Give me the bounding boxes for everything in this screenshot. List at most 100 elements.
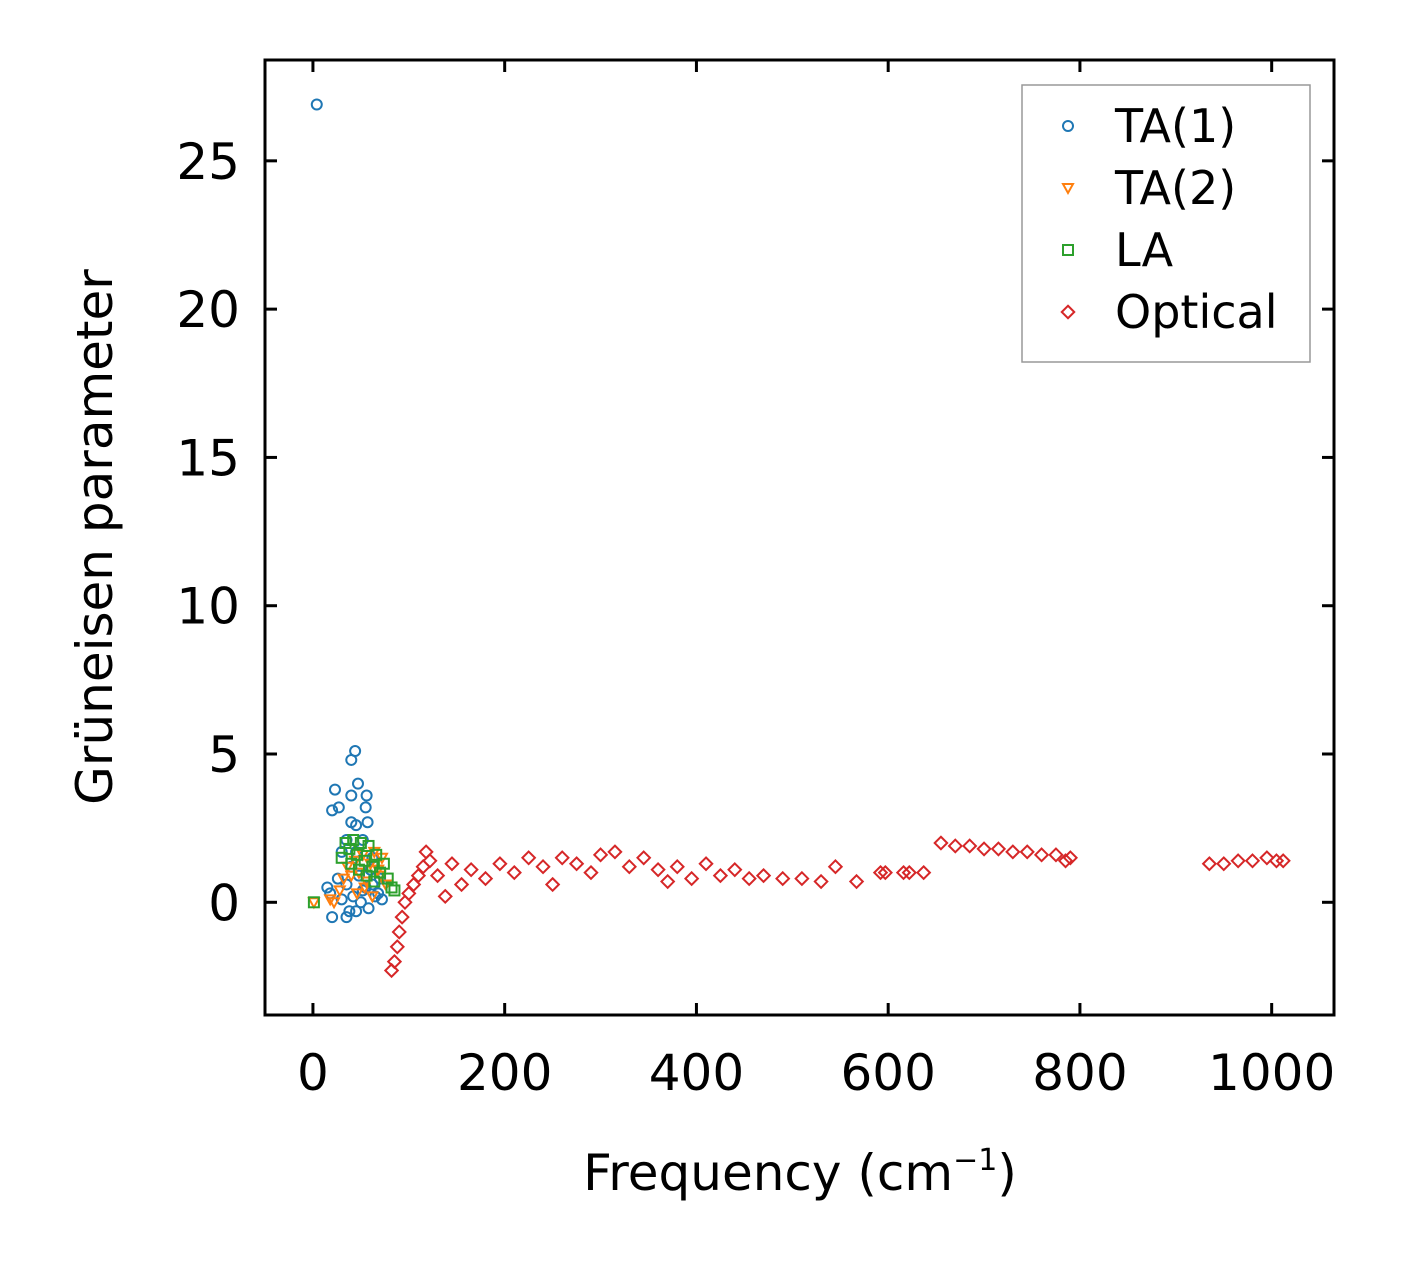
x-tick-label: 600: [840, 1044, 935, 1102]
data-point: [621, 859, 637, 875]
data-point: [391, 924, 407, 940]
y-tick-label: 5: [208, 726, 240, 784]
data-point: [310, 98, 323, 111]
legend-label: TA(1): [1114, 99, 1236, 153]
data-point: [813, 873, 829, 890]
data-point: [1244, 853, 1261, 869]
data-point: [520, 850, 537, 866]
data-point: [1048, 847, 1064, 863]
data-point: [359, 801, 372, 814]
data-point: [444, 856, 460, 872]
data-point: [336, 873, 351, 886]
data-point: [775, 870, 791, 887]
x-tick-label: 0: [297, 1044, 329, 1102]
legend: TA(1) TA(2) LA Optical: [1021, 84, 1311, 363]
data-point: [365, 891, 380, 904]
data-point: [368, 875, 381, 888]
series-la: [307, 834, 401, 909]
y-tick-label: 15: [176, 429, 240, 487]
data-point: [1268, 853, 1285, 869]
data-point: [901, 864, 917, 881]
data-point: [354, 896, 367, 909]
data-point: [350, 905, 363, 918]
data-point: [755, 867, 772, 884]
data-point: [872, 864, 889, 881]
data-point: [350, 819, 363, 832]
data-point: [554, 850, 570, 866]
data-point: [848, 873, 865, 890]
data-point: [1005, 844, 1021, 860]
data-point: [345, 789, 358, 802]
data-point: [463, 862, 479, 878]
x-tick-label: 1000: [1208, 1044, 1335, 1102]
data-point: [962, 838, 978, 854]
data-point: [583, 864, 599, 881]
data-point: [636, 850, 652, 866]
data-point: [1033, 847, 1050, 863]
data-point: [544, 876, 561, 893]
data-point: [895, 864, 912, 881]
data-point: [343, 905, 356, 918]
data-point: [437, 888, 453, 905]
data-point: [335, 893, 348, 906]
data-point: [492, 856, 508, 872]
data-point: [345, 753, 358, 766]
data-point: [347, 834, 360, 847]
data-point: [1201, 856, 1218, 872]
data-point: [356, 884, 369, 897]
data-point: [344, 870, 358, 883]
data-point: [348, 855, 362, 868]
data-point: [323, 894, 337, 907]
data-point: [794, 870, 810, 887]
data-point: [947, 838, 963, 854]
data-point: [422, 853, 438, 869]
data-point: [669, 859, 685, 875]
legend-entries: TA(1) TA(2) LA Optical: [1060, 99, 1277, 339]
data-point: [660, 873, 676, 890]
y-tick-label: 10: [176, 578, 240, 636]
data-layer: [307, 98, 1291, 979]
data-point: [362, 902, 375, 915]
data-point: [326, 804, 339, 817]
data-point: [375, 893, 388, 906]
data-point: [394, 909, 410, 925]
data-point: [389, 939, 405, 955]
x-tick-label: 200: [457, 1044, 552, 1102]
data-point: [568, 856, 585, 872]
data-point: [383, 962, 400, 979]
data-point: [370, 848, 383, 861]
data-point: [362, 839, 375, 852]
tick-layer: 0 200 400 600 800 1000 0 5 10 15 20 25: [176, 60, 1335, 1102]
x-axis-label: Frequency (cm−1): [583, 1143, 1017, 1202]
data-point: [388, 884, 401, 897]
data-point: [328, 783, 341, 796]
data-point: [1216, 856, 1232, 872]
data-point: [990, 841, 1007, 857]
data-point: [1230, 853, 1246, 869]
legend-marker: [1060, 304, 1076, 320]
x-tick-label: 800: [1032, 1044, 1127, 1102]
data-point: [333, 885, 347, 898]
data-point: [354, 836, 367, 849]
data-point: [1057, 853, 1074, 869]
legend-marker: [1062, 244, 1074, 256]
legend-entry: LA: [1062, 223, 1174, 277]
y-axis-label: Grüneisen parameter: [66, 269, 124, 805]
data-point: [727, 862, 743, 878]
data-point: [477, 870, 494, 887]
legend-entry: TA(2): [1061, 161, 1236, 215]
data-point: [379, 879, 393, 892]
data-point: [650, 862, 666, 878]
legend-label: TA(2): [1114, 161, 1236, 215]
data-point: [321, 881, 334, 894]
data-point: [361, 816, 374, 829]
data-point: [506, 864, 522, 881]
data-point: [327, 897, 341, 910]
legend-entry: TA(1): [1062, 99, 1236, 153]
x-tick-label: 400: [649, 1044, 744, 1102]
legend-label: Optical: [1115, 285, 1277, 339]
data-point: [351, 777, 364, 790]
data-point: [340, 911, 353, 924]
legend-marker: [1062, 120, 1074, 132]
